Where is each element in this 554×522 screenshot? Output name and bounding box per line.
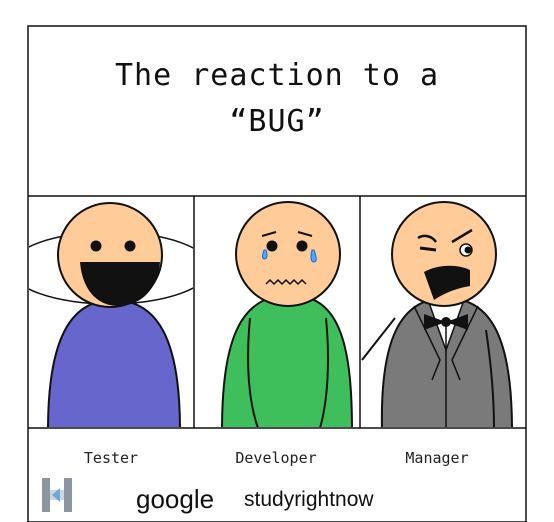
developer-head	[235, 201, 341, 307]
tear-right-icon	[310, 249, 317, 263]
watermark-google: google	[136, 484, 215, 514]
tear-left-icon	[262, 249, 268, 260]
comic-title-line-2: “BUG”	[229, 104, 325, 139]
developer-arm-right	[319, 317, 329, 427]
tester-eye-left	[90, 240, 102, 252]
watermark-studyrightnow: studyrightnow	[244, 488, 374, 511]
developer-eye-right	[296, 240, 308, 252]
manager-eye-left	[419, 246, 437, 252]
comic-title-line-1: The reaction to a	[114, 58, 440, 93]
tester-eye-right	[124, 240, 136, 252]
tester-body	[47, 298, 181, 427]
manager-bowtie-knot	[441, 317, 451, 327]
developer-wavy-mouth	[265, 278, 307, 286]
watermark-logo-icon	[42, 478, 72, 512]
comic-frame	[27, 25, 527, 522]
developer-brow-left	[261, 231, 277, 237]
manager-lapel-right	[451, 305, 479, 381]
manager-panel	[361, 201, 513, 427]
manager-lapel-left	[413, 305, 441, 381]
manager-arm-right	[485, 329, 495, 427]
developer-label: Developer	[235, 449, 317, 467]
developer-body	[221, 293, 353, 427]
tester-panel	[29, 202, 193, 427]
manager-yelling-mouth	[424, 265, 470, 300]
manager-label: Manager	[405, 449, 469, 467]
manager-brow-left	[417, 234, 438, 243]
tester-label: Tester	[83, 449, 139, 467]
developer-brow-right	[297, 231, 313, 237]
developer-arm-left	[247, 317, 259, 427]
tester-laughing-mouth	[80, 262, 160, 306]
developer-panel	[221, 201, 353, 427]
developer-eye-left	[266, 240, 278, 252]
manager-pointing-arm	[361, 317, 396, 361]
manager-brow-right	[451, 228, 473, 244]
manager-pupil-right	[464, 246, 472, 254]
